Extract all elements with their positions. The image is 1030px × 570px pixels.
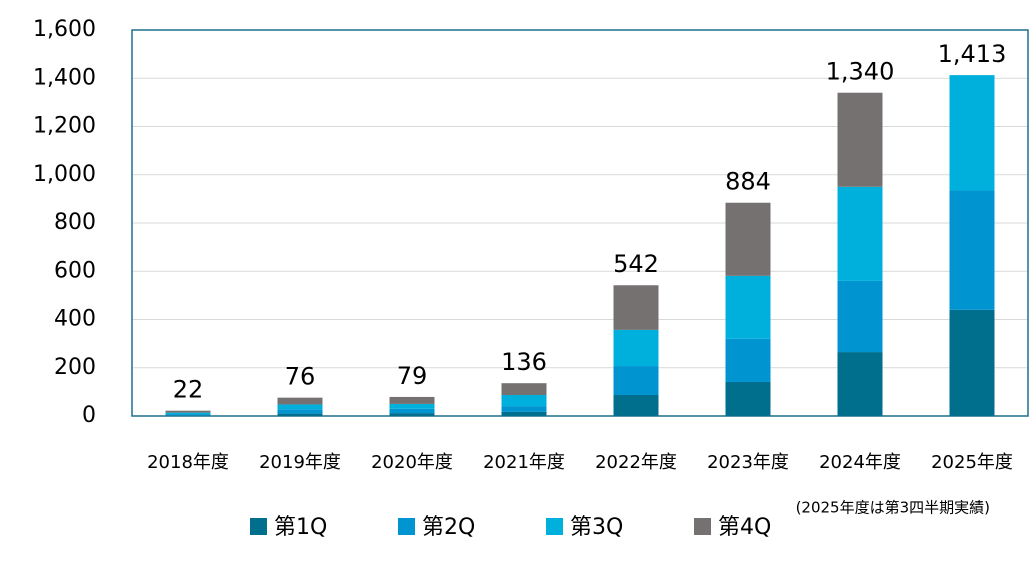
bar-segment (725, 338, 771, 382)
total-label: 76 (285, 363, 316, 391)
legend-swatch (694, 518, 711, 535)
y-tick-label: 600 (54, 258, 96, 283)
bar-segment (613, 285, 659, 330)
bar-segment (165, 410, 211, 413)
bar-segment (725, 202, 771, 276)
bar-segment (277, 413, 323, 416)
bar-segment (501, 411, 547, 416)
plot-frame (131, 29, 1029, 417)
bar-segment (949, 75, 995, 191)
bar-segment (501, 383, 547, 396)
bar-segment (837, 352, 883, 416)
bar-segment (837, 280, 883, 353)
y-tick-label: 1,200 (33, 114, 96, 139)
total-label: 884 (725, 168, 771, 196)
bar-segment (837, 186, 883, 281)
legend-swatch (546, 518, 563, 535)
bar-segment (613, 395, 659, 416)
bar-segment (165, 415, 211, 416)
x-tick-label: 2025年度 (931, 452, 1013, 473)
y-tick-label: 400 (54, 307, 96, 332)
y-tick-label: 1,000 (33, 162, 96, 187)
x-tick-label: 2020年度 (371, 452, 453, 473)
total-label: 79 (397, 362, 428, 390)
y-tick-label: 800 (54, 210, 96, 235)
bar-segment (613, 366, 659, 396)
total-label: 1,340 (826, 58, 895, 86)
bar-segment (837, 92, 883, 187)
x-tick-label: 2022年度 (595, 452, 677, 473)
x-tick-label: 2021年度 (483, 452, 565, 473)
total-label: 1,413 (938, 40, 1007, 68)
bar-segment (389, 408, 435, 414)
total-label: 22 (173, 376, 204, 404)
x-tick-label: 2019年度 (259, 452, 341, 473)
bar-segment (501, 406, 547, 412)
x-tick-label: 2023年度 (707, 452, 789, 473)
y-tick-label: 0 (82, 403, 96, 428)
x-tick-label: 2018年度 (147, 452, 229, 473)
bar-segment (949, 190, 995, 310)
legend-label: 第4Q (718, 515, 771, 540)
y-tick-label: 200 (54, 355, 96, 380)
bar-segment (389, 403, 435, 409)
legend-label: 第3Q (570, 515, 623, 540)
bar-segment (949, 309, 995, 416)
bar-segment (277, 397, 323, 405)
bar-segment (725, 381, 771, 416)
bar-segment (165, 414, 211, 416)
bar-segment (389, 396, 435, 404)
bar-segment (165, 412, 211, 415)
bar-segment (501, 395, 547, 407)
y-tick-label: 1,400 (33, 65, 96, 90)
bar-segment (389, 413, 435, 416)
bar-segment (725, 275, 771, 339)
bar-segment (277, 404, 323, 410)
annotation: (2025年度は第3四半期実績) (796, 499, 990, 517)
total-label: 136 (501, 348, 547, 376)
bar-segment (277, 409, 323, 414)
y-tick-label: 1,600 (33, 17, 96, 42)
bar-segment (613, 329, 659, 367)
x-tick-label: 2024年度 (819, 452, 901, 473)
legend-label: 第1Q (274, 515, 327, 540)
legend-swatch (250, 518, 267, 535)
legend-label: 第2Q (422, 515, 475, 540)
legend-swatch (398, 518, 415, 535)
total-label: 542 (613, 250, 659, 278)
